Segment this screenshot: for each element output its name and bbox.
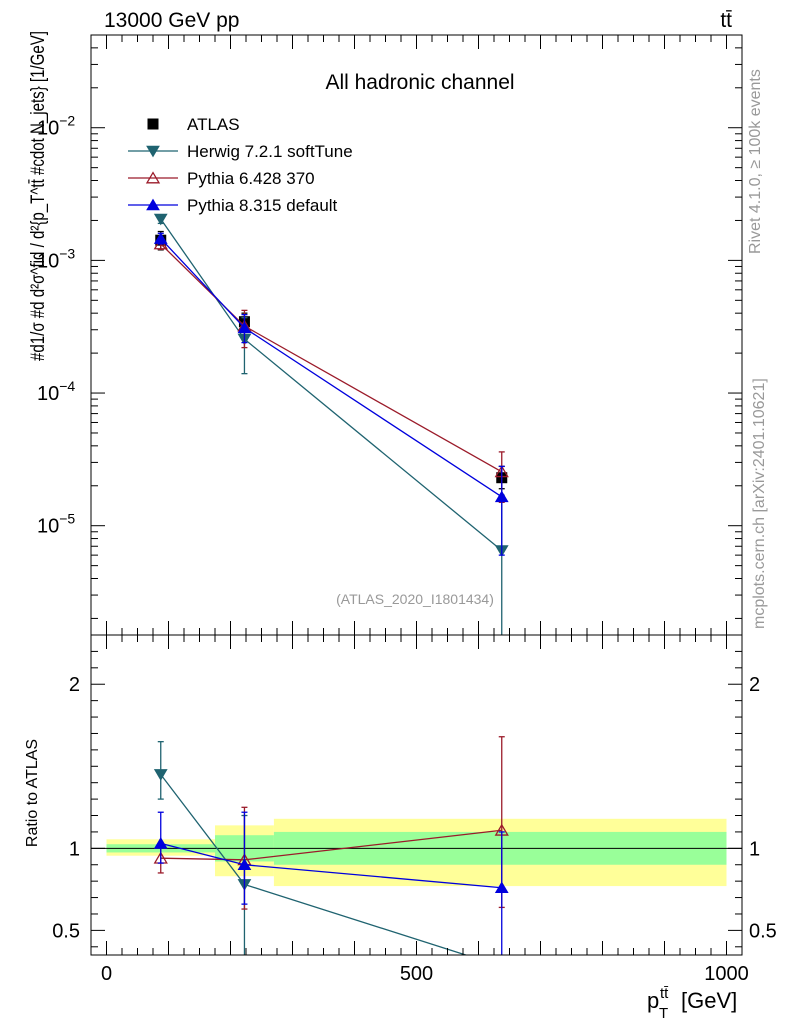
ratio-y-tick-label-right: 1 <box>749 838 760 860</box>
svg-text:[GeV]: [GeV] <box>681 988 737 1013</box>
pythia-8-315-default-point <box>494 490 509 503</box>
x-tick-label: 0 <box>101 963 112 985</box>
legend-pythia-8-315-default-marker <box>146 198 160 211</box>
svg-text:tt̄: tt̄ <box>660 985 669 1002</box>
legend-atlas-marker <box>147 118 159 130</box>
legend-pythia-8-315-default-label: Pythia 8.315 default <box>187 196 338 215</box>
ratio-pythia-8-315-default-point <box>153 837 168 849</box>
ratio-frame <box>90 634 743 956</box>
legend-pythia-6-428-370-label: Pythia 6.428 370 <box>187 169 315 188</box>
analysis-watermark: (ATLAS_2020_I1801434) <box>336 591 494 607</box>
ratio-y-axis-label: Ratio to ATLAS <box>24 739 41 847</box>
x-tick-label: 500 <box>400 963 433 985</box>
ratio-y-tick-label: 2 <box>69 674 80 696</box>
y-tick-label: 10−4 <box>37 378 75 405</box>
y-tick-label: 10−5 <box>37 511 75 538</box>
y-tick-label: 10−3 <box>37 245 75 272</box>
legend-pythia-6-428-370-marker <box>145 171 161 184</box>
energy-label: 13000 GeV pp <box>104 9 239 32</box>
source-label: mcplots.cern.ch [arXiv:2401.10621] <box>751 378 768 629</box>
main-panel: 10−5 10−4 10−3 10−2 All hadronic channel (A… <box>28 31 743 636</box>
svg-text:p: p <box>647 988 659 1013</box>
main-title: All hadronic channel <box>325 71 514 94</box>
ratio-herwig-7-2-1-softtune-point <box>153 769 168 781</box>
ratio-pythia-8-315-default-point <box>494 881 509 894</box>
pythia-8-315-default-point <box>237 321 252 334</box>
ratio-series <box>153 736 509 955</box>
svg-text:T: T <box>659 1005 668 1022</box>
rivet-label: Rivet 4.1.0, ≥ 100k events <box>747 69 764 254</box>
process-label: tt̄ <box>720 9 732 32</box>
pythia-6-428-370-line <box>160 243 503 473</box>
legend-herwig-7-2-1-softtune-marker <box>146 145 160 158</box>
ratio-panel: 0.5 0.5 1 1 2 2 0 500 1000 Ratio to ATLAS <box>24 634 777 985</box>
x-tick-label: 1000 <box>704 963 749 985</box>
ratio-y-tick-label-right: 0.5 <box>749 920 777 942</box>
pythia-8-315-default-point <box>153 232 168 244</box>
main-y-axis-label: #d1/σ #d d²σ^fid / d²{p_T^tt̄ #cdot N_je… <box>28 31 49 361</box>
ratio-y-tick-label-right: 2 <box>749 674 760 696</box>
pythia-8-315-default-line <box>160 238 503 498</box>
x-axis-label: p T tt̄ [GeV] <box>647 985 737 1022</box>
herwig-7-2-1-softtune-point <box>153 213 168 226</box>
legend-atlas-label: ATLAS <box>187 115 240 134</box>
ratio-y-tick-label: 0.5 <box>52 920 80 942</box>
ratio-pythia-8-315-default-point <box>237 858 252 871</box>
ratio-y-tick-label: 1 <box>69 838 80 860</box>
legend: ATLAS Herwig 7.2.1 softTune Pythia 6.428 3… <box>128 115 353 215</box>
legend-herwig-7-2-1-softtune-label: Herwig 7.2.1 softTune <box>187 142 353 161</box>
y-tick-label: 10−2 <box>37 113 75 140</box>
